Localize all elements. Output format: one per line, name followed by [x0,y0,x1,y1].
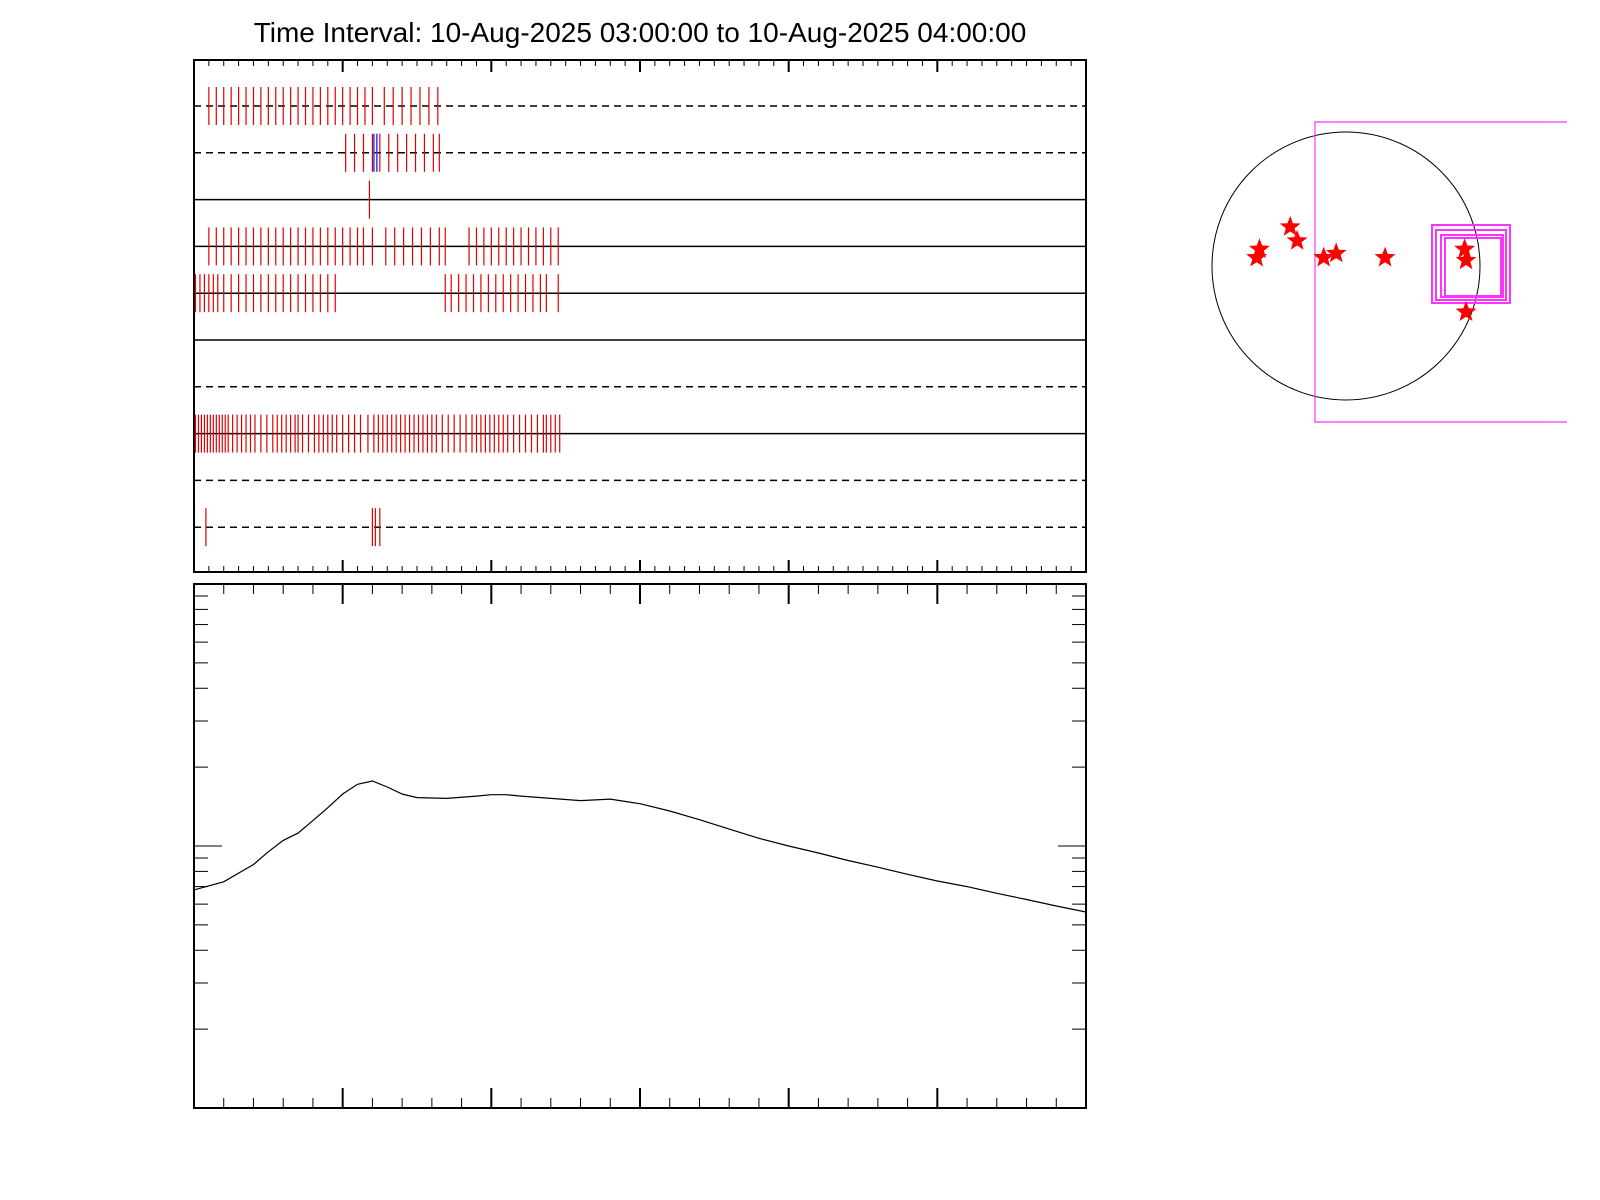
event-raster-panel [193,59,1087,573]
active-region-star [1313,246,1335,267]
goes-flux-line [193,780,1087,913]
imaging-box [1431,224,1511,304]
solar-disk-map [1211,121,1567,423]
fov-outline [1314,121,1567,423]
active-region-star [1454,238,1476,259]
active-region-star [1249,238,1270,259]
chart-title: Time Interval: 10-Aug-2025 03:00:00 to 1… [254,17,1027,48]
imaging-box [1440,234,1504,298]
imaging-box [1435,229,1507,301]
active-region-star [1279,215,1301,236]
goes-frame [193,583,1087,1109]
active-region-star [1325,242,1347,263]
raster-frame [193,59,1087,573]
active-region-star [1286,229,1308,250]
active-region-star [1455,301,1477,321]
imaging-box [1444,237,1502,297]
goes-flux-panel [193,583,1087,1109]
active-region-star [1455,249,1477,270]
active-region-star [1246,246,1268,267]
solar-limb [1211,131,1481,401]
active-region-star [1374,246,1396,267]
